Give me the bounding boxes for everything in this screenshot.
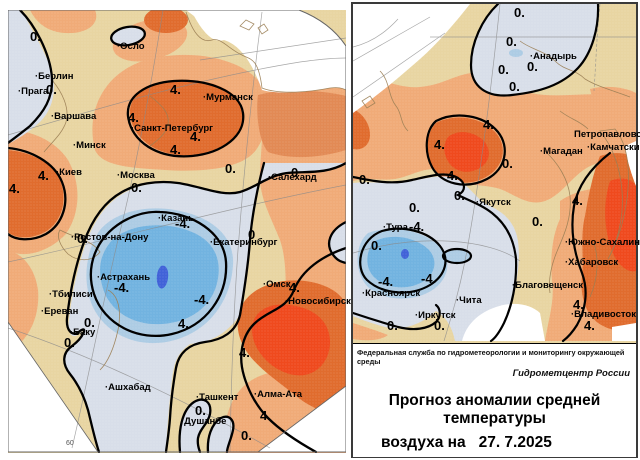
right-map-art	[353, 4, 636, 343]
forecast-title-line1: Прогноз аномалии средней температуры	[388, 392, 601, 427]
forecast-title-line2: воздуха на 27. 7.2025	[381, 434, 552, 451]
isoline-layer	[8, 10, 346, 453]
left-panel-frame	[8, 10, 346, 453]
graticule-layer	[353, 4, 636, 342]
coastline-layer	[43, 11, 346, 371]
left-map-art	[8, 10, 346, 453]
hydromet-center-name: Гидрометцентр России	[512, 368, 630, 379]
agency-name: Федеральная служба по гидрометеорологии …	[357, 348, 625, 366]
left-map-panel	[8, 10, 346, 453]
coastline-layer	[361, 40, 631, 298]
caption-block: Федеральная служба по гидрометеорологии …	[353, 343, 636, 457]
graticule-layer	[8, 10, 346, 453]
isoline-layer	[353, 4, 612, 343]
right-map-panel: Федеральная служба по гидрометеорологии …	[351, 2, 638, 458]
